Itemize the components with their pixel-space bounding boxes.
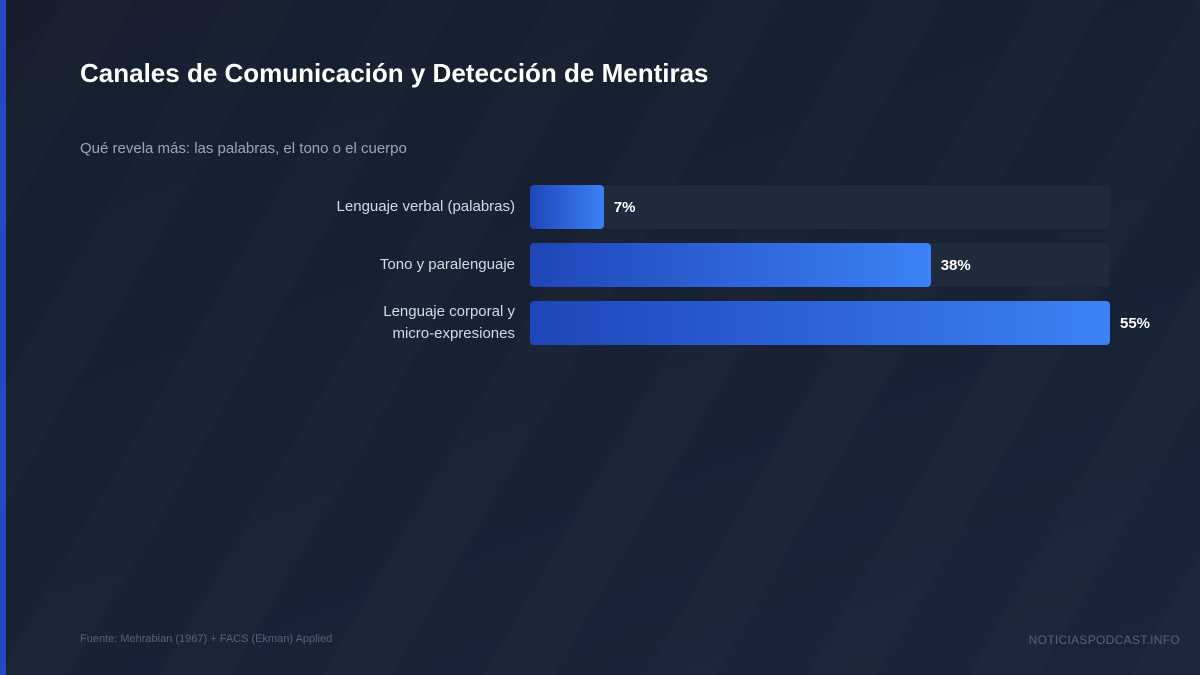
bar-row: Lenguaje verbal (palabras) 7% — [0, 185, 1200, 229]
category-label-container: Lenguaje corporal y micro-expresiones — [215, 301, 515, 345]
brand-label: NOTICIASPODCAST.INFO — [1028, 633, 1180, 647]
source-note: Fuente: Mehrabian (1967) + FACS (Ekman) … — [80, 633, 333, 645]
category-label: Lenguaje verbal (palabras) — [336, 198, 515, 215]
chart-subtitle: Qué revela más: las palabras, el tono o … — [80, 140, 407, 157]
chart-title: Canales de Comunicación y Detección de M… — [80, 58, 709, 88]
value-label: 7% — [613, 198, 636, 216]
category-label: Tono y paralenguaje — [379, 256, 515, 273]
accent-bar — [0, 0, 6, 675]
value-label: 55% — [1120, 314, 1151, 332]
bar — [530, 301, 1110, 345]
bar-row: Tono y paralenguaje 38% — [0, 243, 1200, 287]
category-label-container: Lenguaje verbal (palabras) — [215, 185, 515, 229]
bar — [530, 185, 604, 229]
category-label-container: Tono y paralenguaje — [215, 243, 515, 287]
bar-track — [530, 185, 1110, 229]
bar — [530, 243, 931, 287]
value-label: 38% — [940, 256, 971, 274]
category-label: Lenguaje corporal y micro-expresiones — [383, 303, 515, 342]
bar-row: Lenguaje corporal y micro-expresiones 55% — [0, 301, 1200, 345]
